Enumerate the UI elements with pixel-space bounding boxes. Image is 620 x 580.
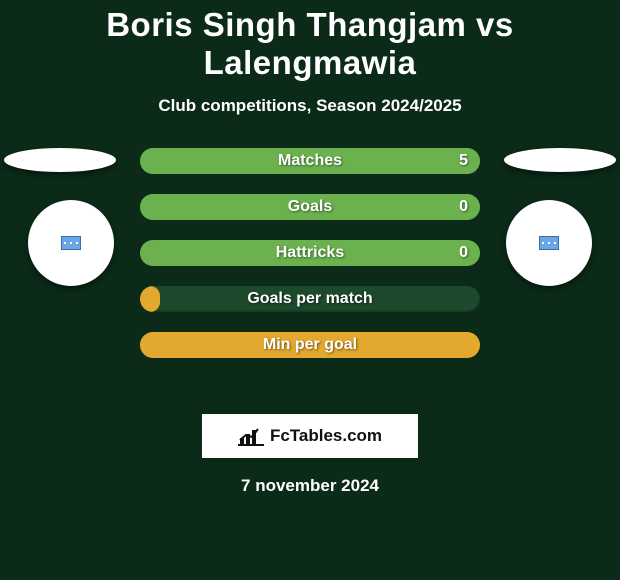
stat-bar: Hattricks 0 <box>140 240 480 266</box>
player-right-disc-flat <box>504 148 616 172</box>
stat-bar-label: Matches <box>278 152 342 170</box>
brand-box: FcTables.com <box>202 414 418 458</box>
comparison-stage: Matches 5 Goals 0 Hattricks 0 Goals per match M… <box>0 148 620 408</box>
page-subtitle: Club competitions, Season 2024/2025 <box>0 96 620 116</box>
player-left-badge-icon <box>61 236 81 250</box>
player-left-disc-round <box>28 200 114 286</box>
page-title: Boris Singh Thangjam vs Lalengmawia <box>0 0 620 82</box>
stat-bar: Min per goal <box>140 332 480 358</box>
date-line: 7 november 2024 <box>0 476 620 496</box>
stat-bar-label: Goals <box>288 198 332 216</box>
player-left-disc-flat <box>4 148 116 172</box>
stat-bar: Goals per match <box>140 286 480 312</box>
player-right-disc-round <box>506 200 592 286</box>
stat-bar-value: 0 <box>459 198 468 216</box>
stat-bars: Matches 5 Goals 0 Hattricks 0 Goals per match M… <box>140 148 480 378</box>
stat-bar-label: Hattricks <box>276 244 344 262</box>
stat-bar-fill <box>140 286 160 312</box>
stat-bar-value: 0 <box>459 244 468 262</box>
stat-bar-value: 5 <box>459 152 468 170</box>
brand-text: FcTables.com <box>270 426 382 446</box>
brand-chart-icon <box>238 426 264 446</box>
stat-bar: Matches 5 <box>140 148 480 174</box>
stat-bar-label: Min per goal <box>263 336 357 354</box>
player-right-badge-icon <box>539 236 559 250</box>
stat-bar: Goals 0 <box>140 194 480 220</box>
stat-bar-label: Goals per match <box>247 290 372 308</box>
